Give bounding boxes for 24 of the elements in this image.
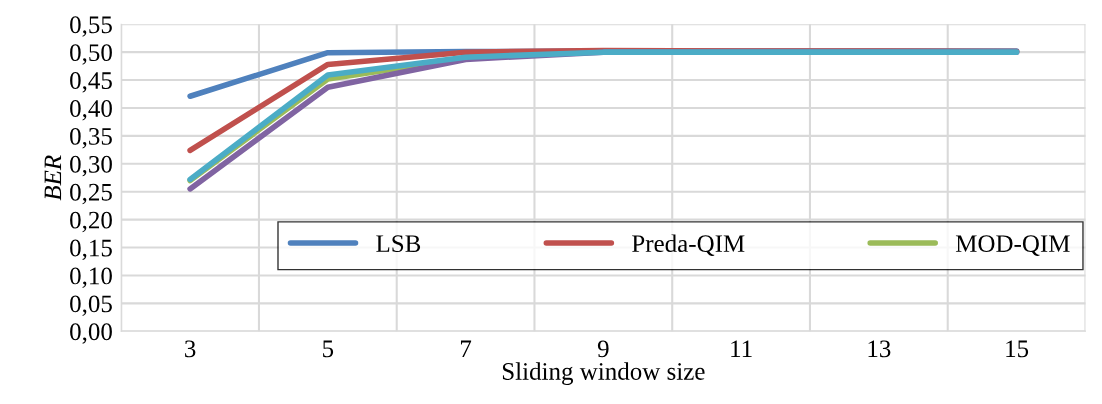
x-tick-label: 7 xyxy=(460,340,472,357)
y-tick-label: 0,10 xyxy=(70,267,112,288)
y-tick-label: 0,20 xyxy=(70,211,112,233)
y-axis-title: BER xyxy=(44,155,62,201)
y-tick-label: 0,15 xyxy=(70,239,112,261)
y-tick-label: 0,30 xyxy=(70,155,112,177)
x-axis-title: Sliding window size xyxy=(502,362,705,386)
y-tick-label: 0,05 xyxy=(70,295,112,316)
y-tick-label: 0,55 xyxy=(70,16,112,37)
legend-label: LSB xyxy=(376,235,421,253)
legend-label: MOD-QIM xyxy=(955,235,1070,256)
y-tick-label: 0,40 xyxy=(70,100,112,121)
x-tick-label: 13 xyxy=(868,340,891,358)
y-tick-label: 0,00 xyxy=(70,323,112,344)
x-tick-label: 9 xyxy=(597,340,609,358)
legend-label: Preda-QIM xyxy=(632,234,745,256)
y-tick-label: 0,50 xyxy=(70,44,112,65)
y-tick-label: 0,35 xyxy=(70,127,112,149)
y-tick-label: 0,25 xyxy=(70,183,112,205)
x-tick-label: 11 xyxy=(731,340,752,357)
x-tick-label: 15 xyxy=(1006,340,1029,358)
x-tick-label: 3 xyxy=(185,340,196,358)
x-tick-label: 5 xyxy=(323,340,334,358)
y-tick-label: 0,45 xyxy=(70,72,112,93)
